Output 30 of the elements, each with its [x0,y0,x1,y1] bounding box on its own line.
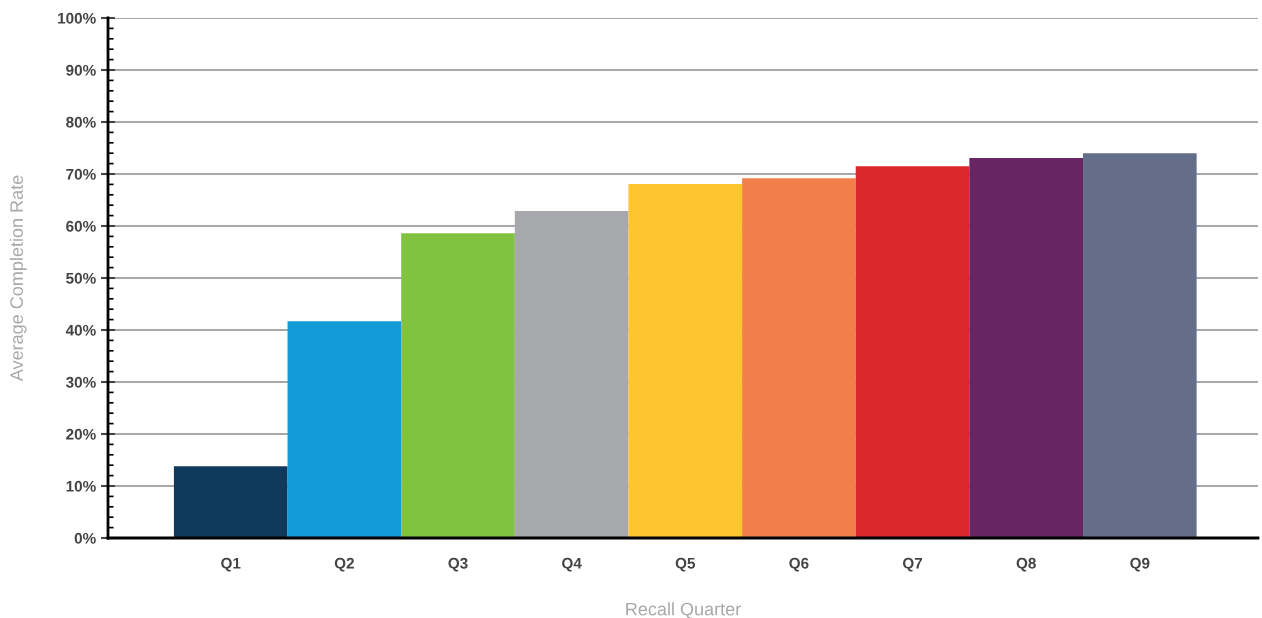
x-tick-label: Q1 [221,557,241,572]
bar [1083,153,1197,538]
x-axis-title: Recall Quarter [626,602,741,618]
y-tick-label: 50% [66,272,96,284]
bar [401,233,515,538]
bar [742,178,856,538]
y-axis-title: Average Completion Rate [9,175,27,382]
x-tick-label: Q9 [1130,557,1150,572]
y-tick-label: 70% [66,168,96,180]
y-tick-label: 60% [66,220,96,232]
x-tick-label: Q8 [1016,557,1036,572]
y-tick-label: 30% [65,376,96,388]
x-tick-label: Q3 [448,557,468,572]
y-tick-label: 80% [66,116,96,128]
x-tick-label: Q7 [902,557,923,572]
y-tick-label: 40% [65,324,96,336]
bar [855,166,970,538]
x-tick-label: Q2 [334,557,354,572]
bar [628,183,743,538]
y-tick-label: 90% [66,64,96,76]
x-tick-label: Q6 [789,557,809,572]
bar [969,157,1083,538]
y-tick-label: 100% [58,12,96,24]
bar [173,466,288,538]
y-tick-label: 10% [66,480,96,492]
y-tick-label: 20% [66,428,96,440]
bar [287,321,402,538]
y-tick-label: 0% [74,532,96,544]
x-tick-label: Q5 [675,557,696,572]
x-tick-label: Q4 [562,557,582,572]
